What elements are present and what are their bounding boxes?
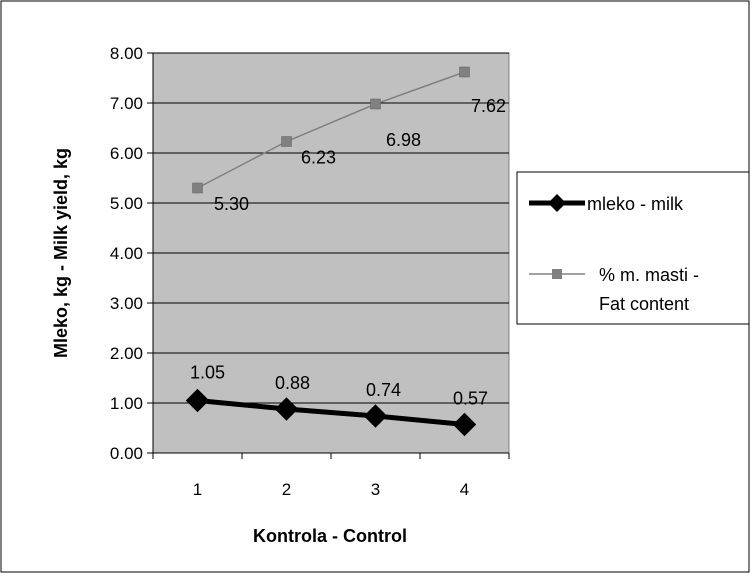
legend-fat-marker xyxy=(552,269,562,279)
data-labels: 1.05 0.88 0.74 0.57 5.30 6.23 6.98 7.62 xyxy=(190,96,506,409)
x-axis-title: Kontrola - Control xyxy=(253,526,407,546)
data-label: 7.62 xyxy=(471,96,506,116)
milk-point-marker xyxy=(185,388,210,413)
fat-point-marker xyxy=(192,182,203,194)
x-tick-label: 2 xyxy=(282,480,291,499)
y-tick-label: 3.00 xyxy=(110,294,143,313)
data-label: 1.05 xyxy=(190,363,225,383)
milk-point-marker xyxy=(363,404,388,428)
data-label: 0.88 xyxy=(275,373,310,393)
y-axis-title: Mleko, kg - Milk yield, kg xyxy=(51,148,71,358)
x-tick-label: 1 xyxy=(193,480,202,499)
legend-milk-marker xyxy=(548,194,566,212)
legend-milk-label: mleko - milk xyxy=(587,194,684,214)
y-tick-label: 2.00 xyxy=(110,344,143,363)
series-layer xyxy=(185,66,477,437)
axes: 0.00 1.00 2.00 3.00 4.00 5.00 6.00 7.00 8.00 1 2 3 4 xyxy=(110,44,510,499)
legend-fat-label-line2: Fat content xyxy=(599,294,689,314)
fat-series-line xyxy=(197,71,465,189)
milk-point-marker xyxy=(274,397,299,421)
data-label: 0.74 xyxy=(366,380,401,400)
data-label: 0.57 xyxy=(453,389,488,409)
milk-series-line xyxy=(197,398,465,427)
y-tick-label: 1.00 xyxy=(110,394,143,413)
y-tick-label: 5.00 xyxy=(110,194,143,213)
y-tick-label: 6.00 xyxy=(110,144,143,163)
legend: mleko - milk % m. masti - Fat content xyxy=(516,171,750,325)
x-tick-label: 3 xyxy=(371,480,380,499)
y-tick-label: 4.00 xyxy=(110,244,143,263)
plot-area xyxy=(152,52,510,454)
data-label: 5.30 xyxy=(214,194,249,214)
legend-fat-label-line1: % m. masti - xyxy=(599,265,699,285)
x-tick-label: 4 xyxy=(460,480,469,499)
milk-point-marker xyxy=(452,412,477,437)
y-tick-label: 7.00 xyxy=(110,94,143,113)
fat-point-marker xyxy=(281,136,292,147)
data-label: 6.23 xyxy=(301,148,336,168)
fat-point-marker xyxy=(370,98,381,110)
y-tick-label: 8.00 xyxy=(110,44,143,63)
data-label: 6.98 xyxy=(386,130,421,150)
y-tick-label: 0.00 xyxy=(110,444,143,463)
fat-point-marker xyxy=(459,66,470,78)
